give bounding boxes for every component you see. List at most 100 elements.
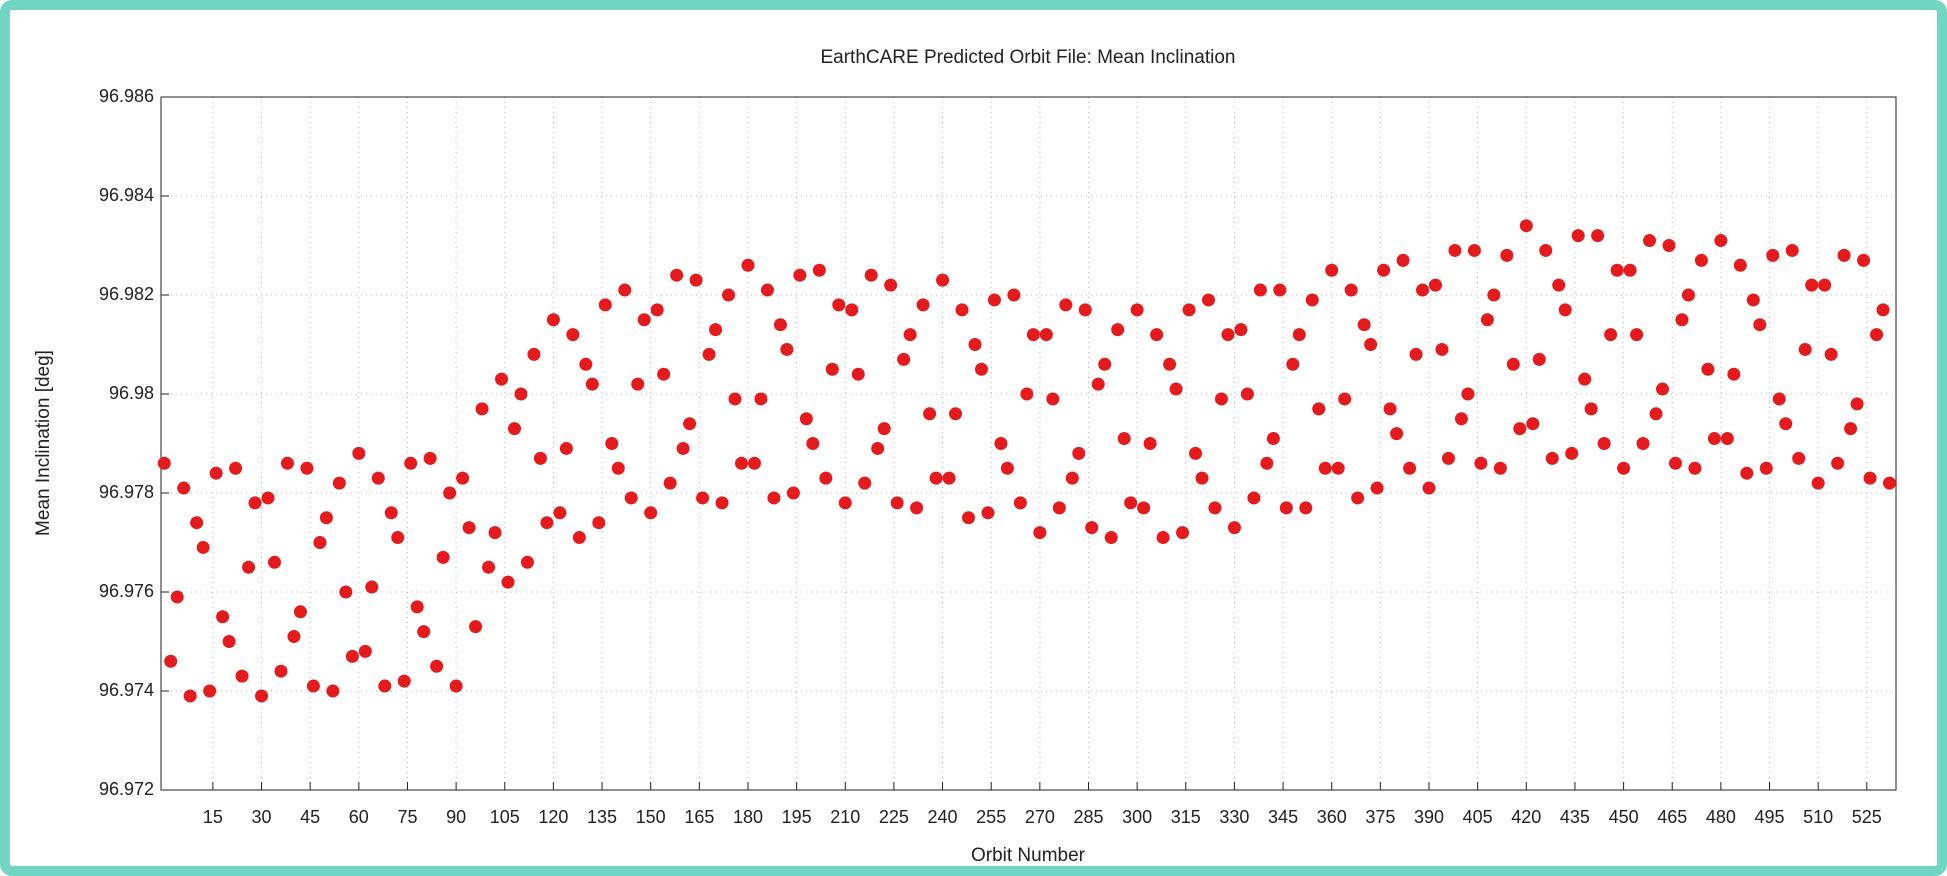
y-tick-label: 96.978 bbox=[99, 482, 154, 502]
y-tick-label: 96.972 bbox=[99, 779, 154, 799]
point bbox=[1325, 263, 1339, 277]
point bbox=[1111, 323, 1125, 337]
point bbox=[546, 313, 560, 327]
x-tick-label: 210 bbox=[830, 807, 860, 827]
point bbox=[1026, 328, 1040, 342]
point bbox=[618, 283, 632, 297]
point bbox=[1701, 362, 1715, 376]
point bbox=[670, 268, 684, 282]
point bbox=[1805, 278, 1819, 292]
point bbox=[1364, 338, 1378, 351]
point bbox=[871, 441, 885, 455]
point bbox=[261, 491, 275, 505]
point bbox=[1474, 456, 1488, 470]
x-tick-label: 90 bbox=[446, 807, 466, 827]
point bbox=[1351, 491, 1365, 505]
point bbox=[981, 506, 995, 520]
x-tick-label: 45 bbox=[300, 807, 320, 827]
point bbox=[994, 437, 1008, 450]
point bbox=[1779, 417, 1793, 431]
point bbox=[722, 288, 736, 302]
point bbox=[1630, 328, 1644, 342]
point bbox=[1818, 278, 1832, 292]
point bbox=[1091, 377, 1105, 391]
point bbox=[1039, 328, 1053, 342]
point bbox=[482, 560, 496, 574]
x-tick-label: 315 bbox=[1171, 807, 1201, 827]
point bbox=[696, 491, 710, 505]
point bbox=[378, 679, 392, 693]
x-tick-label: 480 bbox=[1706, 807, 1736, 827]
point bbox=[533, 451, 547, 465]
point bbox=[1189, 446, 1203, 460]
point bbox=[1870, 328, 1884, 342]
point bbox=[495, 372, 509, 386]
point bbox=[365, 580, 379, 594]
point bbox=[1013, 496, 1027, 510]
point bbox=[773, 318, 787, 332]
point bbox=[942, 471, 956, 485]
point bbox=[1597, 437, 1611, 450]
point bbox=[1234, 323, 1248, 337]
point bbox=[624, 491, 638, 505]
point bbox=[767, 491, 781, 505]
point bbox=[1169, 382, 1183, 396]
point bbox=[592, 516, 606, 530]
x-tick-label: 435 bbox=[1560, 807, 1590, 827]
point bbox=[417, 625, 431, 639]
point bbox=[553, 506, 567, 520]
point bbox=[1227, 521, 1241, 535]
point bbox=[1117, 432, 1131, 446]
point bbox=[1130, 303, 1144, 317]
point bbox=[423, 451, 437, 465]
point bbox=[1247, 491, 1261, 505]
point bbox=[540, 516, 554, 530]
point bbox=[1526, 417, 1540, 431]
point bbox=[1493, 461, 1507, 475]
point bbox=[683, 417, 697, 431]
point bbox=[747, 456, 761, 470]
point bbox=[319, 511, 333, 525]
point bbox=[1344, 283, 1358, 297]
point bbox=[1078, 303, 1092, 317]
point bbox=[1390, 427, 1404, 441]
x-tick-label: 360 bbox=[1317, 807, 1347, 827]
point bbox=[929, 471, 943, 485]
point bbox=[1798, 342, 1812, 356]
point bbox=[190, 516, 204, 530]
point bbox=[566, 328, 580, 342]
point bbox=[644, 506, 658, 520]
point bbox=[864, 268, 878, 282]
point bbox=[430, 659, 444, 673]
x-tick-label: 510 bbox=[1803, 807, 1833, 827]
point bbox=[1182, 303, 1196, 317]
chart-title: EarthCARE Predicted Orbit File: Mean Inc… bbox=[820, 47, 1235, 68]
point bbox=[1033, 526, 1047, 540]
point bbox=[1668, 456, 1682, 470]
point bbox=[475, 402, 489, 416]
point bbox=[1454, 412, 1468, 426]
point bbox=[1467, 243, 1481, 257]
point bbox=[1584, 402, 1598, 416]
point bbox=[1675, 313, 1689, 327]
point bbox=[222, 635, 236, 648]
point bbox=[1759, 461, 1773, 475]
point bbox=[1857, 253, 1871, 267]
point bbox=[1746, 293, 1760, 307]
x-tick-label: 465 bbox=[1657, 807, 1687, 827]
point bbox=[786, 486, 800, 500]
point bbox=[1662, 239, 1676, 252]
x-tick-label: 30 bbox=[252, 807, 272, 827]
y-tick-label: 96.986 bbox=[99, 86, 154, 106]
point bbox=[248, 496, 262, 510]
point bbox=[235, 669, 249, 683]
point bbox=[1052, 501, 1066, 515]
point bbox=[1591, 229, 1605, 243]
point bbox=[631, 377, 645, 391]
point bbox=[1792, 451, 1806, 465]
y-tick-label: 96.98 bbox=[109, 383, 154, 403]
x-tick-label: 345 bbox=[1268, 807, 1298, 827]
point bbox=[754, 392, 768, 406]
point bbox=[962, 511, 976, 525]
